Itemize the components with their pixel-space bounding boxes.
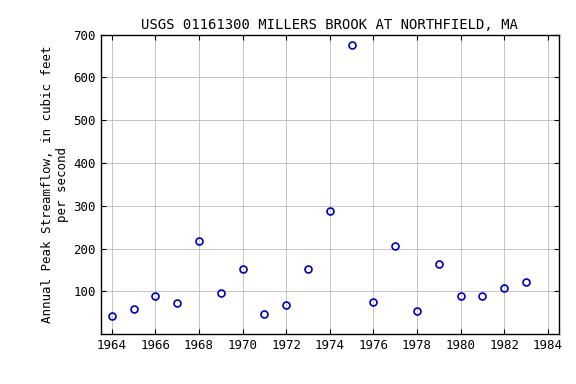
Y-axis label: Annual Peak Streamflow, in cubic feet
per second: Annual Peak Streamflow, in cubic feet pe… <box>41 46 69 323</box>
Title: USGS 01161300 MILLERS BROOK AT NORTHFIELD, MA: USGS 01161300 MILLERS BROOK AT NORTHFIEL… <box>141 18 518 32</box>
